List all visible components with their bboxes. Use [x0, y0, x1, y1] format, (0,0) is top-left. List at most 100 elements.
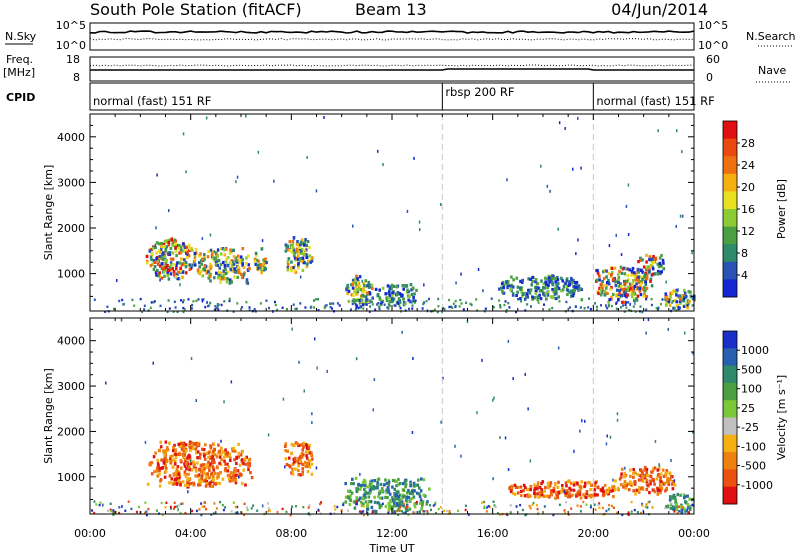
echo-cell: [402, 298, 404, 301]
echo-cell: [187, 243, 191, 247]
echo-cell: [315, 466, 318, 470]
echo-cell: [663, 481, 667, 485]
echo-cell: [163, 255, 167, 259]
echo-cell: [166, 270, 169, 274]
echo-cell: [237, 455, 240, 459]
echo-cell: [578, 492, 581, 496]
echo-cell: [516, 485, 520, 490]
echo-cell: [640, 280, 643, 284]
echo-cell: [483, 505, 486, 508]
echo-cell: [364, 295, 368, 299]
echo-cell: [285, 510, 288, 513]
echo-cell: [529, 484, 532, 488]
echo-cell: [209, 272, 212, 276]
echo-cell: [633, 299, 636, 303]
echo-cell: [389, 285, 392, 289]
echo-cell: [216, 303, 219, 306]
echo-cell: [509, 287, 512, 292]
echo-cell: [182, 299, 185, 302]
echo-cell: [236, 469, 240, 473]
echo-cell: [187, 472, 190, 476]
echo-cell: [554, 296, 558, 301]
echo-cell: [173, 460, 177, 464]
echo-cell: [160, 276, 164, 280]
echo-cell: [643, 285, 646, 289]
echo-cell: [658, 261, 662, 265]
echo-cell: [579, 510, 582, 513]
echo-cell: [99, 501, 102, 504]
echo-cell: [294, 307, 297, 311]
y-tick-label: 1000: [57, 268, 85, 281]
echo-cell: [315, 189, 318, 193]
echo-cell: [421, 501, 424, 505]
echo-cell: [211, 458, 214, 462]
echo-cell: [95, 503, 98, 506]
echo-cell: [412, 299, 415, 303]
echo-cell: [218, 270, 221, 274]
nave-label: Nave: [758, 64, 786, 77]
echo-cell: [668, 498, 672, 502]
echo-cell: [625, 306, 628, 309]
echo-cell: [214, 260, 218, 264]
echo-cell: [368, 485, 372, 489]
echo-cell: [572, 291, 576, 296]
echo-cell: [577, 484, 581, 488]
echo-cell: [392, 297, 396, 301]
echo-cell: [387, 511, 390, 514]
echo-cell: [618, 477, 622, 481]
echo-cell: [150, 301, 153, 304]
echo-cell: [219, 271, 223, 275]
echo-cell: [229, 248, 232, 252]
echo-cell: [205, 463, 209, 467]
echo-cell: [276, 308, 279, 312]
echo-cell: [682, 297, 684, 301]
echo-cell: [534, 492, 538, 496]
echo-cell: [618, 293, 621, 297]
echo-cell: [534, 289, 538, 293]
echo-cell: [654, 257, 657, 261]
echo-cell: [216, 276, 220, 280]
colorbar-tick-label: 4: [741, 269, 748, 282]
echo-cell: [369, 490, 373, 494]
echo-cell: [620, 294, 624, 298]
echo-cell: [177, 508, 179, 512]
echo-cell: [429, 504, 432, 507]
echo-cell: [414, 299, 417, 302]
echo-cell: [197, 483, 200, 487]
echo-cell: [632, 289, 635, 293]
echo-cell: [198, 272, 201, 276]
echo-cell: [259, 266, 262, 270]
echo-cell: [233, 267, 236, 271]
echo-cell: [377, 495, 380, 499]
echo-cell: [183, 308, 186, 311]
echo-cell: [291, 462, 295, 466]
echo-cell: [139, 297, 142, 301]
echo-cell: [220, 303, 223, 307]
echo-cell: [610, 266, 614, 270]
echo-cell: [205, 480, 208, 484]
echo-cell: [173, 505, 176, 509]
echo-cell: [302, 506, 305, 509]
echo-cell: [366, 291, 369, 295]
echo-cell: [236, 302, 239, 305]
echo-cell: [299, 240, 303, 244]
echo-cell: [206, 451, 209, 455]
time-axis: 00:00 04:00 08:00 12:00 16:00 20:00 00:00: [74, 527, 710, 540]
colorbar-tick-label: 500: [741, 363, 762, 376]
echo-cell: [171, 465, 175, 469]
echo-cell: [183, 245, 187, 249]
echo-cell: [388, 304, 391, 308]
echo-cell: [211, 452, 214, 456]
echo-cell: [170, 481, 174, 485]
echo-cell: [370, 505, 374, 509]
echo-cell: [617, 280, 620, 284]
echo-cell: [388, 300, 391, 304]
echo-cell: [378, 503, 382, 507]
echo-cell: [362, 505, 365, 508]
echo-cell: [534, 495, 537, 499]
echo-cell: [222, 260, 225, 265]
echo-cell: [423, 301, 426, 304]
echo-cell: [598, 274, 601, 278]
echo-cell: [561, 484, 564, 488]
